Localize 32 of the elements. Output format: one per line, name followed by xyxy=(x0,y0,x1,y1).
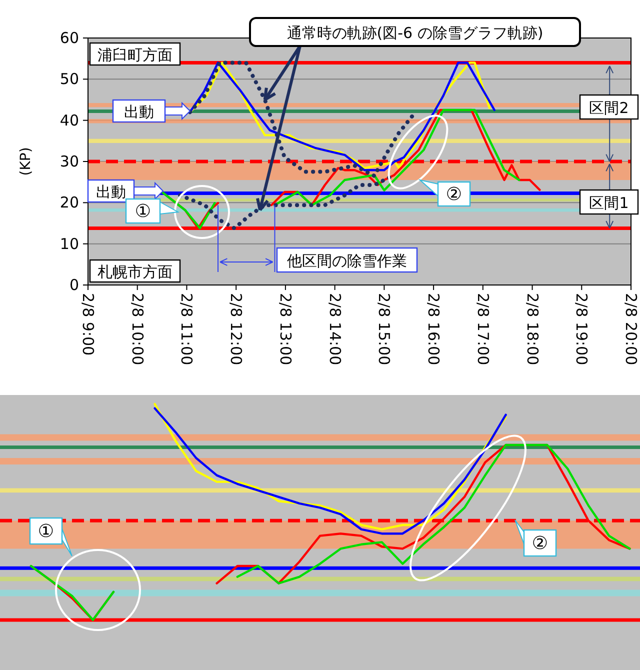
x-tick-label: 2/8 20:00 xyxy=(622,293,640,366)
x-tick-label: 2/8 12:00 xyxy=(227,293,246,366)
x-tick-label: 2/8 17:00 xyxy=(474,293,492,366)
x-tick-label: 2/8 15:00 xyxy=(375,293,394,366)
annotation: 出動 xyxy=(124,103,154,121)
annotation: 区間2 xyxy=(589,99,629,117)
y-tick-label: 40 xyxy=(60,111,79,130)
y-tick-label: 50 xyxy=(60,70,79,88)
annotation: 他区間の除雪作業 xyxy=(287,252,407,270)
annotation: 区間1 xyxy=(589,194,629,212)
x-tick-label: 2/8 13:00 xyxy=(276,293,294,366)
annotation: 通常時の軌跡(図-6 の除雪グラフ軌跡) xyxy=(286,24,544,42)
y-tick-label: 0 xyxy=(69,276,79,294)
annotation: 出動 xyxy=(96,183,126,201)
annotation: ② xyxy=(532,533,548,554)
annotation: 札幌市方面 xyxy=(98,263,172,281)
x-tick-label: 2/8 10:00 xyxy=(128,293,146,366)
x-tick-label: 2/8 16:00 xyxy=(424,293,443,366)
x-tick-label: 2/8 19:00 xyxy=(572,293,591,366)
x-tick-label: 2/8 9:00 xyxy=(79,293,97,356)
x-tick-label: 2/8 18:00 xyxy=(523,293,542,366)
y-tick-label: 30 xyxy=(60,152,79,170)
y-tick-label: 10 xyxy=(60,234,79,253)
annotation: ② xyxy=(446,184,462,205)
y-axis-title: (KP) xyxy=(18,147,34,176)
annotation: ① xyxy=(134,201,152,222)
x-tick-label: 2/8 14:00 xyxy=(326,293,344,366)
y-tick-label: 60 xyxy=(60,29,79,47)
x-tick-label: 2/8 11:00 xyxy=(178,293,196,366)
annotation: ① xyxy=(38,521,54,542)
annotation: 浦臼町方面 xyxy=(98,46,172,64)
y-tick-label: 20 xyxy=(60,194,79,212)
